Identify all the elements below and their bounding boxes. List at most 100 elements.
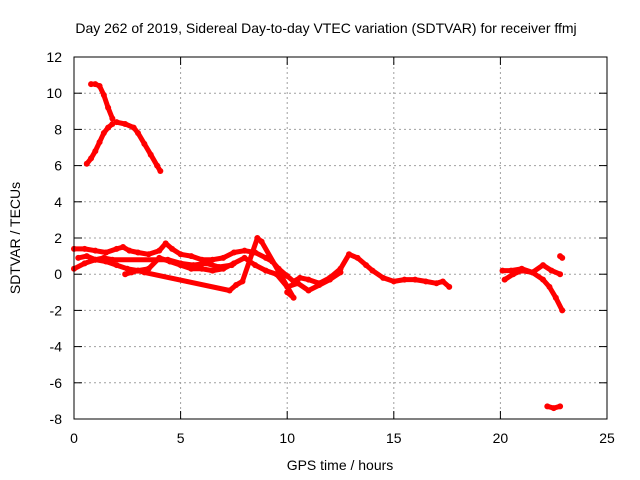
data-point [177, 260, 184, 267]
data-point [439, 278, 446, 285]
data-point [540, 262, 547, 269]
data-point [109, 256, 116, 263]
data-point [518, 267, 525, 274]
data-point [141, 269, 148, 276]
data-point [88, 81, 95, 88]
data-point [433, 280, 440, 287]
y-tick-label: 2 [54, 230, 62, 246]
data-point [252, 262, 259, 269]
data-point [92, 247, 99, 254]
data-point [122, 271, 129, 278]
data-point [390, 278, 397, 285]
data-point [198, 265, 205, 272]
data-point [557, 271, 564, 278]
data-point [105, 124, 112, 131]
data-point [550, 405, 557, 412]
data-point [346, 251, 353, 258]
data-point [401, 276, 408, 283]
data-point [363, 262, 370, 269]
data-point [241, 247, 248, 254]
data-point [169, 245, 176, 252]
x-tick-label: 15 [386, 430, 402, 446]
data-point [145, 251, 152, 258]
y-tick-labels: -8 -6 -4 -2 0 2 4 6 8 10 12 [46, 49, 62, 427]
y-tick-label: 0 [54, 266, 62, 282]
data-point [559, 254, 566, 261]
data-point [290, 294, 297, 301]
data-point [141, 140, 148, 147]
y-tick-label: -6 [50, 375, 63, 391]
data-point [203, 260, 210, 267]
data-point [380, 274, 387, 281]
data-point [88, 155, 95, 162]
data-point [96, 139, 103, 146]
data-point [354, 254, 361, 261]
data-point [100, 92, 107, 99]
data-point [209, 267, 216, 274]
data-point [284, 289, 291, 296]
data-point [296, 274, 303, 281]
data-point [422, 278, 429, 285]
data-point [154, 162, 161, 169]
data-point [113, 245, 120, 252]
data-point [412, 276, 419, 283]
data-point [326, 276, 333, 283]
data-point [109, 115, 116, 122]
data-point [209, 256, 216, 263]
data-point [130, 124, 137, 131]
axis-ticks [73, 56, 608, 420]
data-points [71, 81, 566, 412]
data-point [446, 283, 453, 290]
data-point [105, 104, 112, 111]
series-trace-high-arc-fall [114, 119, 163, 174]
data-point [134, 249, 141, 256]
y-tick-label: -8 [50, 411, 63, 427]
data-point [128, 269, 135, 276]
data-point [100, 254, 107, 261]
y-tick-label: 4 [54, 194, 62, 210]
data-point [134, 267, 141, 274]
data-point [134, 130, 141, 137]
y-tick-label: 12 [46, 49, 62, 65]
data-point [113, 262, 120, 269]
data-point [546, 283, 553, 290]
data-point [254, 235, 261, 241]
data-point [157, 168, 164, 175]
data-point [220, 254, 227, 261]
data-point [559, 307, 566, 314]
data-point [548, 267, 555, 274]
data-point [177, 251, 184, 258]
data-point [83, 253, 90, 260]
data-point [510, 271, 517, 278]
chart-title: Day 262 of 2019, Sidereal Day-to-day VTE… [75, 20, 576, 36]
data-point [162, 240, 169, 247]
grid-lines [74, 57, 607, 419]
y-tick-label: 10 [46, 85, 62, 101]
data-point [294, 280, 301, 287]
data-point [241, 254, 248, 261]
x-axis-title: GPS time / hours [287, 457, 394, 473]
y-tick-label: -2 [50, 302, 63, 318]
x-tick-label: 20 [493, 430, 509, 446]
data-point [92, 256, 99, 263]
data-point [96, 82, 103, 89]
y-tick-label: -4 [50, 339, 63, 355]
data-point [369, 267, 376, 274]
data-point [145, 265, 152, 272]
data-point [557, 403, 564, 410]
data-point [233, 282, 240, 289]
data-point [501, 276, 508, 283]
series-trace-high-arc-peak [88, 81, 115, 121]
data-point [215, 263, 222, 270]
data-point [544, 403, 551, 410]
data-point [188, 253, 195, 260]
data-point [164, 256, 171, 263]
data-point [228, 262, 235, 269]
data-point [540, 276, 547, 283]
data-point [262, 267, 269, 274]
data-point [75, 254, 82, 261]
data-point [258, 238, 265, 245]
data-point [81, 260, 88, 267]
data-point [316, 282, 323, 289]
